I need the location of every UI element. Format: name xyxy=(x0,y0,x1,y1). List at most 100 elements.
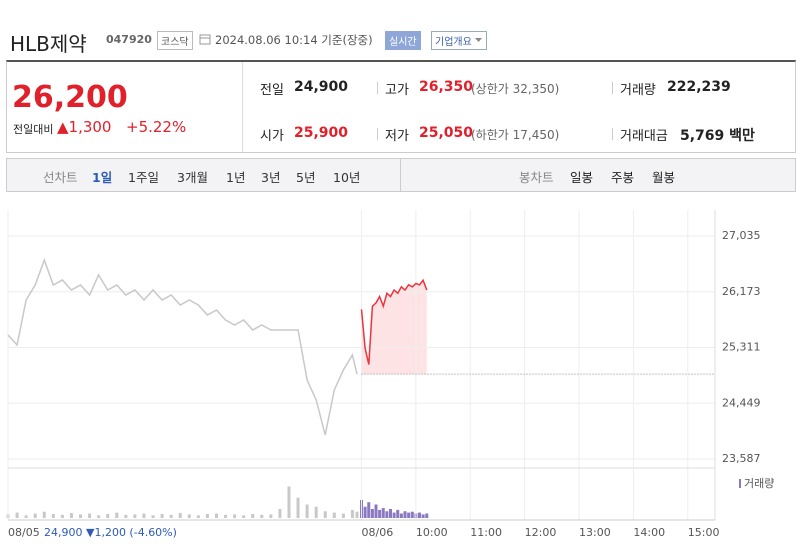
volume-bar xyxy=(196,515,200,518)
volume-bar xyxy=(421,514,425,518)
x-tick-label: 15:00 xyxy=(688,526,720,539)
y-tick-label: 25,311 xyxy=(722,341,761,354)
volume-bar xyxy=(133,514,137,518)
volume-bar xyxy=(403,511,407,518)
price: 26,200 xyxy=(12,80,128,115)
x-tick-label: 14:00 xyxy=(633,526,665,539)
volume-bar xyxy=(42,511,46,518)
x-tick-label: 08/05 xyxy=(8,526,40,539)
volume-bar xyxy=(24,515,28,518)
volume-bar xyxy=(378,509,382,518)
stat-note: (상한가 32,350) xyxy=(471,82,560,96)
chart: 15:00 14:00 13:00 12:00 11:00 10:00 08/06 08/05… xyxy=(6,210,774,539)
volume-bar xyxy=(410,511,414,518)
volume-legend-swatch xyxy=(739,479,741,488)
volume-bar xyxy=(33,513,37,518)
volume-bar xyxy=(260,514,264,518)
volume-bar xyxy=(418,512,422,518)
change-label: 전일대비 xyxy=(13,123,54,136)
stat-value: 25,900 xyxy=(294,125,349,141)
volume-bar xyxy=(142,513,146,518)
stat-value: 222,239 xyxy=(667,79,731,95)
volume-bar xyxy=(407,512,411,518)
volume-bar xyxy=(392,512,396,518)
volume-bar xyxy=(233,514,237,518)
volume-bar xyxy=(79,514,83,518)
volume-bar xyxy=(381,508,385,518)
volume-bar xyxy=(367,502,371,518)
x-tick-label: 11:00 xyxy=(470,526,502,539)
area xyxy=(361,280,427,375)
tab[interactable]: 1일 xyxy=(92,170,113,185)
tab[interactable]: 10년 xyxy=(333,170,361,185)
stock-code: 047920 xyxy=(106,33,152,46)
volume-bar xyxy=(363,506,367,518)
stat-label: 시가 xyxy=(260,129,284,144)
stat-value: 25,050 xyxy=(419,125,474,141)
volume-bar xyxy=(296,497,300,518)
tab-bar: 선차트 1일 1주일 3개월 1년 3년 5년 10년 봉차트 일봉 주봉 월봉 xyxy=(6,158,796,192)
company-label: 기업개요 xyxy=(435,37,472,48)
tab-label: 선차트 xyxy=(43,170,78,185)
prev-summary: 24,900 ▼1,200 (-4.60%) xyxy=(44,526,177,539)
volume-bar xyxy=(396,509,400,518)
volume-bar xyxy=(169,514,173,518)
company-button[interactable]: 기업개요 xyxy=(431,31,487,50)
volume-bar xyxy=(374,504,378,518)
volume-bar xyxy=(160,513,164,518)
volume-bar xyxy=(69,513,73,518)
volume-legend: 거래량 xyxy=(744,477,774,490)
volume-bar xyxy=(51,513,55,518)
x-tick-label: 12:00 xyxy=(525,526,557,539)
tab[interactable]: 5년 xyxy=(296,170,316,185)
volume-bar xyxy=(214,513,218,518)
volume-bar xyxy=(224,514,228,518)
stat-label: 저가 xyxy=(385,129,409,144)
stat-sep xyxy=(612,128,613,140)
volume-bar xyxy=(88,513,92,518)
volume-bar xyxy=(124,514,128,518)
quote-box: 26,200 전일대비 ▲1,300 +5.22% 전일 24,900 고가 26,3… xyxy=(6,60,796,153)
x-tick-label: 10:00 xyxy=(416,526,448,539)
stat-sep xyxy=(377,82,378,94)
x-tick-label: 13:00 xyxy=(579,526,611,539)
tab[interactable]: 월봉 xyxy=(652,170,676,185)
stat-value: 26,350 xyxy=(419,79,474,95)
tab[interactable]: 3년 xyxy=(261,170,281,185)
volume-bar xyxy=(15,512,19,518)
timestamp: 2024.08.06 10:14 기준(장중) xyxy=(215,33,373,47)
divider xyxy=(400,159,401,191)
divider xyxy=(242,62,243,152)
volume-bar xyxy=(323,511,327,518)
volume-bar xyxy=(370,509,374,518)
volume-bar xyxy=(178,513,182,518)
volume-bar xyxy=(205,513,209,518)
price-line xyxy=(360,278,428,365)
y-tick-label: 27,035 xyxy=(722,229,761,242)
dropdown-icon xyxy=(474,38,482,42)
y-tick-label: 26,173 xyxy=(722,285,761,298)
stat-label: 고가 xyxy=(385,83,409,98)
tab[interactable]: 주봉 xyxy=(611,170,635,185)
volume-bar xyxy=(151,515,155,518)
volume-bar xyxy=(60,514,64,518)
volume-bar xyxy=(389,509,393,518)
volume-bar xyxy=(287,486,291,518)
change: ▲1,300 xyxy=(57,118,112,136)
tab[interactable]: 1주일 xyxy=(128,170,159,185)
tab[interactable]: 3개월 xyxy=(177,170,208,185)
tab[interactable]: 일봉 xyxy=(570,170,594,185)
volume-bar xyxy=(187,514,191,518)
x-tick-label: 08/06 xyxy=(362,526,394,539)
stat-sep xyxy=(377,128,378,140)
volume-bar xyxy=(242,515,246,518)
stat-label: 거래량 xyxy=(620,83,656,98)
clock-icon xyxy=(199,34,211,45)
market-badge: 코스닥 xyxy=(157,31,193,50)
volume-bar xyxy=(350,509,354,518)
volume-bar xyxy=(332,512,336,518)
volume-bar xyxy=(106,513,110,518)
realtime-badge[interactable]: 실시간 xyxy=(385,31,421,50)
tab[interactable]: 1년 xyxy=(226,170,246,185)
